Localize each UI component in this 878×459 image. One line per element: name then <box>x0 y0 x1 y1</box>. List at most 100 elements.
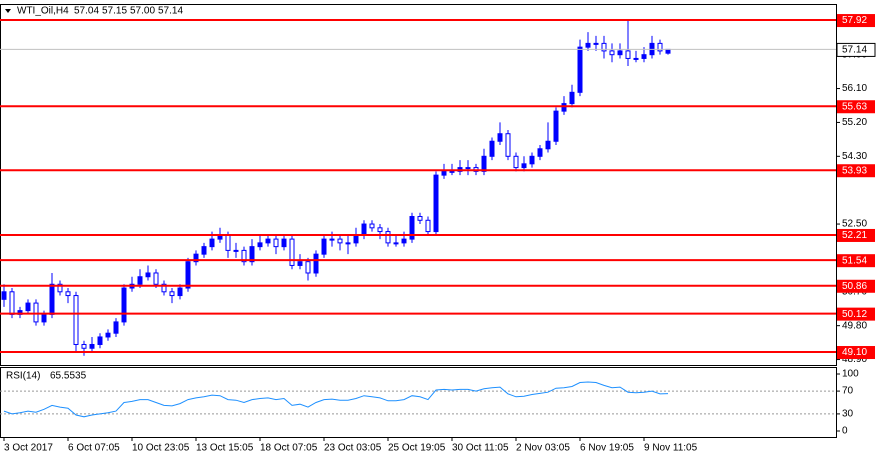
candle-body <box>169 291 175 297</box>
x-tick-label: 23 Oct 03:05 <box>324 443 382 454</box>
x-tick-label: 18 Oct 07:05 <box>260 443 318 454</box>
level-box <box>837 254 875 268</box>
candle-body <box>265 238 271 244</box>
candle-body <box>209 238 215 248</box>
candle-body <box>225 234 231 251</box>
candle-body <box>121 287 127 323</box>
candle-body <box>201 246 207 255</box>
level-box <box>837 346 875 360</box>
level-box <box>837 100 875 114</box>
y-tick-label: 30 <box>842 409 854 420</box>
x-tick-label: 2 Nov 03:05 <box>516 443 570 454</box>
candle-body <box>425 219 431 233</box>
candle-body <box>577 46 583 93</box>
rsi-panel <box>0 367 837 438</box>
candle-body <box>593 42 599 45</box>
candle-body <box>601 42 607 52</box>
level-label: 51.54 <box>842 255 867 266</box>
menu-triangle[interactable] <box>5 9 11 13</box>
level-label: 55.63 <box>842 101 867 112</box>
candle-body <box>313 253 319 274</box>
candle-body <box>49 283 55 315</box>
candle-body <box>97 336 103 345</box>
current-price-box <box>836 42 876 57</box>
y-tick-label: 56.10 <box>842 83 867 94</box>
candle-body <box>513 155 519 169</box>
candle-body <box>521 163 527 169</box>
candle-body <box>305 261 311 274</box>
candle-body <box>193 253 199 263</box>
candle-body <box>185 261 191 289</box>
y-tick-label: 100 <box>842 369 859 380</box>
level-box <box>837 279 875 293</box>
y-tick-label: 54.30 <box>842 151 867 162</box>
candle-body <box>289 238 295 266</box>
candle-body <box>81 343 87 349</box>
candle-body <box>281 238 287 248</box>
candle-body <box>401 238 407 244</box>
level-box <box>837 307 875 321</box>
level-box <box>837 14 875 28</box>
symbol-title: WTI_Oil,H4 <box>17 6 69 17</box>
y-tick-label: 49.80 <box>842 320 867 331</box>
candle-body <box>105 332 111 338</box>
y-tick-label: 52.50 <box>842 219 867 230</box>
x-tick-label: 10 Oct 23:05 <box>132 443 190 454</box>
quote-close: 57.14 <box>158 6 183 17</box>
level-box <box>837 228 875 242</box>
quote-high: 57.15 <box>102 6 127 17</box>
candle-body <box>89 343 95 349</box>
candle-body <box>177 287 183 297</box>
candle-body <box>569 91 575 105</box>
candle-body <box>393 242 399 245</box>
level-label: 52.21 <box>842 230 867 241</box>
candle-body <box>361 223 367 236</box>
level-box <box>837 164 875 178</box>
candle-body <box>409 216 415 240</box>
candle-body <box>529 155 535 165</box>
candle-body <box>337 238 343 244</box>
candle-body <box>297 261 303 266</box>
rsi-current: 65.5535 <box>50 371 87 382</box>
candle-body <box>657 42 663 52</box>
candle-body <box>345 242 351 245</box>
quote-low: 57.00 <box>130 6 155 17</box>
x-tick-label: 30 Oct 11:05 <box>452 443 509 454</box>
candle-body <box>641 54 647 59</box>
candle-body <box>41 313 47 323</box>
candle-body <box>161 283 167 293</box>
y-tick-label: 70 <box>842 386 854 397</box>
level-label: 50.12 <box>842 309 867 320</box>
candle-body <box>73 295 79 345</box>
candle-body <box>137 276 143 285</box>
candle-body <box>665 48 671 54</box>
candle-body <box>609 50 615 56</box>
candle-body <box>353 234 359 244</box>
candle-body <box>33 302 39 323</box>
candle-body <box>249 246 255 263</box>
candle-body <box>241 249 247 263</box>
candle-body <box>545 140 551 150</box>
level-label: 57.92 <box>842 15 867 26</box>
candle-body <box>377 227 383 233</box>
current-price-label: 57.14 <box>842 45 867 56</box>
candle-body <box>417 216 423 221</box>
candle-body <box>329 238 335 241</box>
candle-body <box>321 238 327 255</box>
candle-body <box>57 283 63 293</box>
candle-body <box>489 140 495 157</box>
candle-body <box>113 321 119 334</box>
candle-body <box>505 133 511 157</box>
candle-body <box>433 174 439 233</box>
x-tick-label: 13 Oct 15:05 <box>196 443 254 454</box>
x-tick-label: 9 Nov 11:05 <box>644 443 698 454</box>
y-tick-label: 0 <box>842 426 848 437</box>
level-label: 53.93 <box>842 165 867 176</box>
level-label: 50.86 <box>842 281 867 292</box>
candle-body <box>441 170 447 176</box>
level-label: 49.10 <box>842 347 867 358</box>
candle-body <box>145 272 151 278</box>
candle-body <box>449 170 455 173</box>
candle-body <box>617 50 623 56</box>
